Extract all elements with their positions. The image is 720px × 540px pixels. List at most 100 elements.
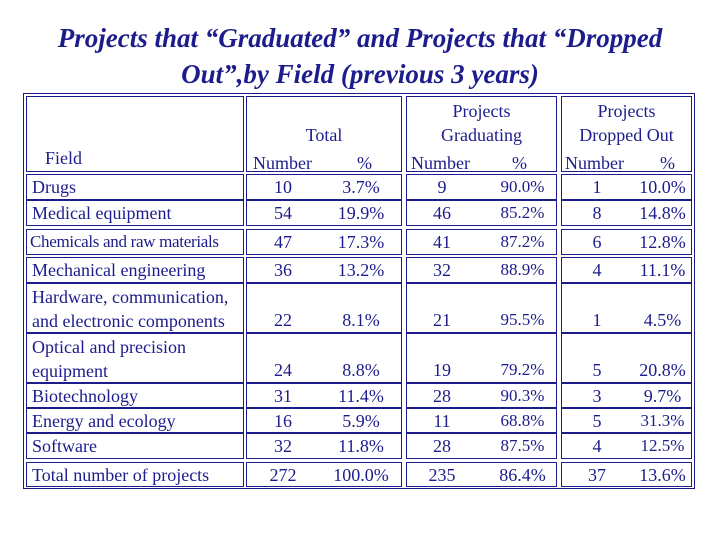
header-dropped-bottom: Dropped Out: [579, 125, 674, 145]
graduating-number: 11: [433, 410, 451, 431]
table-row-dropped: 3 9.7%: [561, 383, 692, 408]
total-row-field: Total number of projects: [26, 462, 244, 487]
table-row-total: 32 11.8%: [246, 433, 402, 459]
field-label: Biotechnology: [32, 385, 138, 406]
graduating-percent: 90.0%: [500, 177, 545, 196]
field-label-line2: and electronic components: [32, 311, 225, 331]
table-row-graduating: 9 90.0%: [406, 174, 557, 200]
total-percent: 19.9%: [337, 203, 385, 223]
table-row-total: 22 8.1%: [246, 283, 402, 333]
table-row-total: 36 13.2%: [246, 257, 402, 283]
table-row-dropped: 5 31.3%: [561, 408, 692, 433]
total-number: 36: [274, 260, 292, 280]
table-row-graduating: 19 79.2%: [406, 333, 557, 383]
graduating-number: 21: [433, 310, 451, 330]
table-row-field: Biotechnology: [26, 383, 244, 408]
total-number: 47: [274, 232, 292, 252]
dropped-percent: 13.6%: [639, 464, 686, 485]
table-row-graduating: 28 87.5%: [406, 433, 557, 459]
field-label-line2: equipment: [32, 361, 108, 381]
header-graduating-bottom: Graduating: [441, 125, 522, 145]
total-percent: 3.7%: [342, 177, 380, 197]
dropped-number: 8: [592, 203, 602, 223]
table-row-total: 10 3.7%: [246, 174, 402, 200]
table-row-dropped: 5 20.8%: [561, 333, 692, 383]
header-field-label: Field: [45, 148, 83, 168]
table-row-dropped: 6 12.8%: [561, 229, 692, 255]
graduating-number: 19: [433, 360, 451, 380]
graduating-number: 28: [433, 385, 451, 406]
table-row-total: 31 11.4%: [246, 383, 402, 408]
table-row-dropped: 4 11.1%: [561, 257, 692, 283]
header-total-percent: %: [357, 153, 372, 172]
graduating-number: 9: [437, 177, 447, 197]
total-percent: 8.8%: [342, 360, 380, 380]
total-row-total: 272 100.0%: [246, 462, 402, 487]
table-row-graduating: 46 85.2%: [406, 200, 557, 226]
field-label: Medical equipment: [32, 203, 172, 223]
dropped-percent: 14.8%: [639, 203, 686, 223]
table-row-graduating: 11 68.8%: [406, 408, 557, 433]
graduating-number: 32: [433, 260, 451, 280]
total-number: 24: [274, 360, 292, 380]
table-row-field: Software: [26, 433, 244, 459]
total-row-dropped: 37 13.6%: [561, 462, 692, 487]
graduating-number: 46: [433, 203, 451, 223]
dropped-percent: 12.8%: [639, 232, 686, 252]
graduating-percent: 68.8%: [500, 410, 545, 430]
dropped-number: 3: [592, 385, 602, 406]
graduating-number: 41: [433, 232, 451, 252]
table-row-field: Optical and precision equipment: [26, 333, 244, 383]
dropped-percent: 4.5%: [643, 310, 682, 330]
total-percent: 11.8%: [338, 436, 384, 456]
dropped-number: 6: [592, 232, 602, 252]
header-dropped-number: Number: [565, 153, 624, 172]
table-row-total: 24 8.8%: [246, 333, 402, 383]
total-number: 16: [274, 410, 292, 431]
total-number: 272: [269, 464, 297, 485]
graduating-number: 28: [433, 436, 451, 456]
header-total-label: Total: [305, 125, 343, 145]
total-row-graduating: 235 86.4%: [406, 462, 557, 487]
dropped-percent: 31.3%: [640, 410, 685, 430]
dropped-percent: 12.5%: [640, 436, 685, 455]
graduating-percent: 86.4%: [499, 464, 546, 485]
total-percent: 100.0%: [333, 464, 389, 485]
dropped-percent: 20.8%: [639, 360, 686, 380]
graduating-percent: 95.5%: [500, 310, 545, 329]
header-graduating-percent: %: [512, 153, 527, 172]
total-number: 22: [274, 310, 292, 330]
header-total-group: Total Number %: [246, 96, 402, 172]
field-label: Software: [32, 436, 97, 456]
header-graduating-group: Projects Graduating Number %: [406, 96, 557, 172]
total-number: 31: [274, 385, 292, 406]
field-label-line1: Optical and precision: [32, 337, 186, 357]
field-label: Chemicals and raw materials: [30, 232, 219, 251]
table-row-dropped: 1 10.0%: [561, 174, 692, 200]
dropped-number: 4: [592, 436, 602, 456]
dropped-number: 5: [592, 410, 602, 431]
dropped-number: 37: [588, 464, 606, 485]
graduating-percent: 88.9%: [500, 260, 545, 279]
total-number: 32: [274, 436, 292, 456]
table-row-graduating: 41 87.2%: [406, 229, 557, 255]
header-graduating-top: Projects: [452, 101, 511, 121]
table-row-dropped: 1 4.5%: [561, 283, 692, 333]
header-field-cell: Field: [26, 96, 244, 172]
header-total-number: Number: [253, 153, 312, 172]
field-label-line1: Hardware, communication,: [32, 287, 229, 307]
table-row-field: Chemicals and raw materials: [26, 229, 244, 255]
table-row-dropped: 8 14.8%: [561, 200, 692, 226]
total-percent: 8.1%: [342, 310, 380, 330]
total-percent: 11.4%: [338, 385, 384, 406]
graduating-percent: 90.3%: [500, 385, 545, 405]
table-row-total: 47 17.3%: [246, 229, 402, 255]
field-label: Energy and ecology: [32, 410, 176, 431]
slide-title: Projects that “Graduated” and Projects t…: [57, 23, 663, 89]
table-row-field: Mechanical engineering: [26, 257, 244, 283]
dropped-number: 1: [592, 177, 602, 197]
field-label: Drugs: [32, 177, 76, 197]
graduating-percent: 87.5%: [500, 436, 545, 455]
dropped-number: 4: [592, 260, 602, 280]
total-percent: 17.3%: [337, 232, 385, 252]
